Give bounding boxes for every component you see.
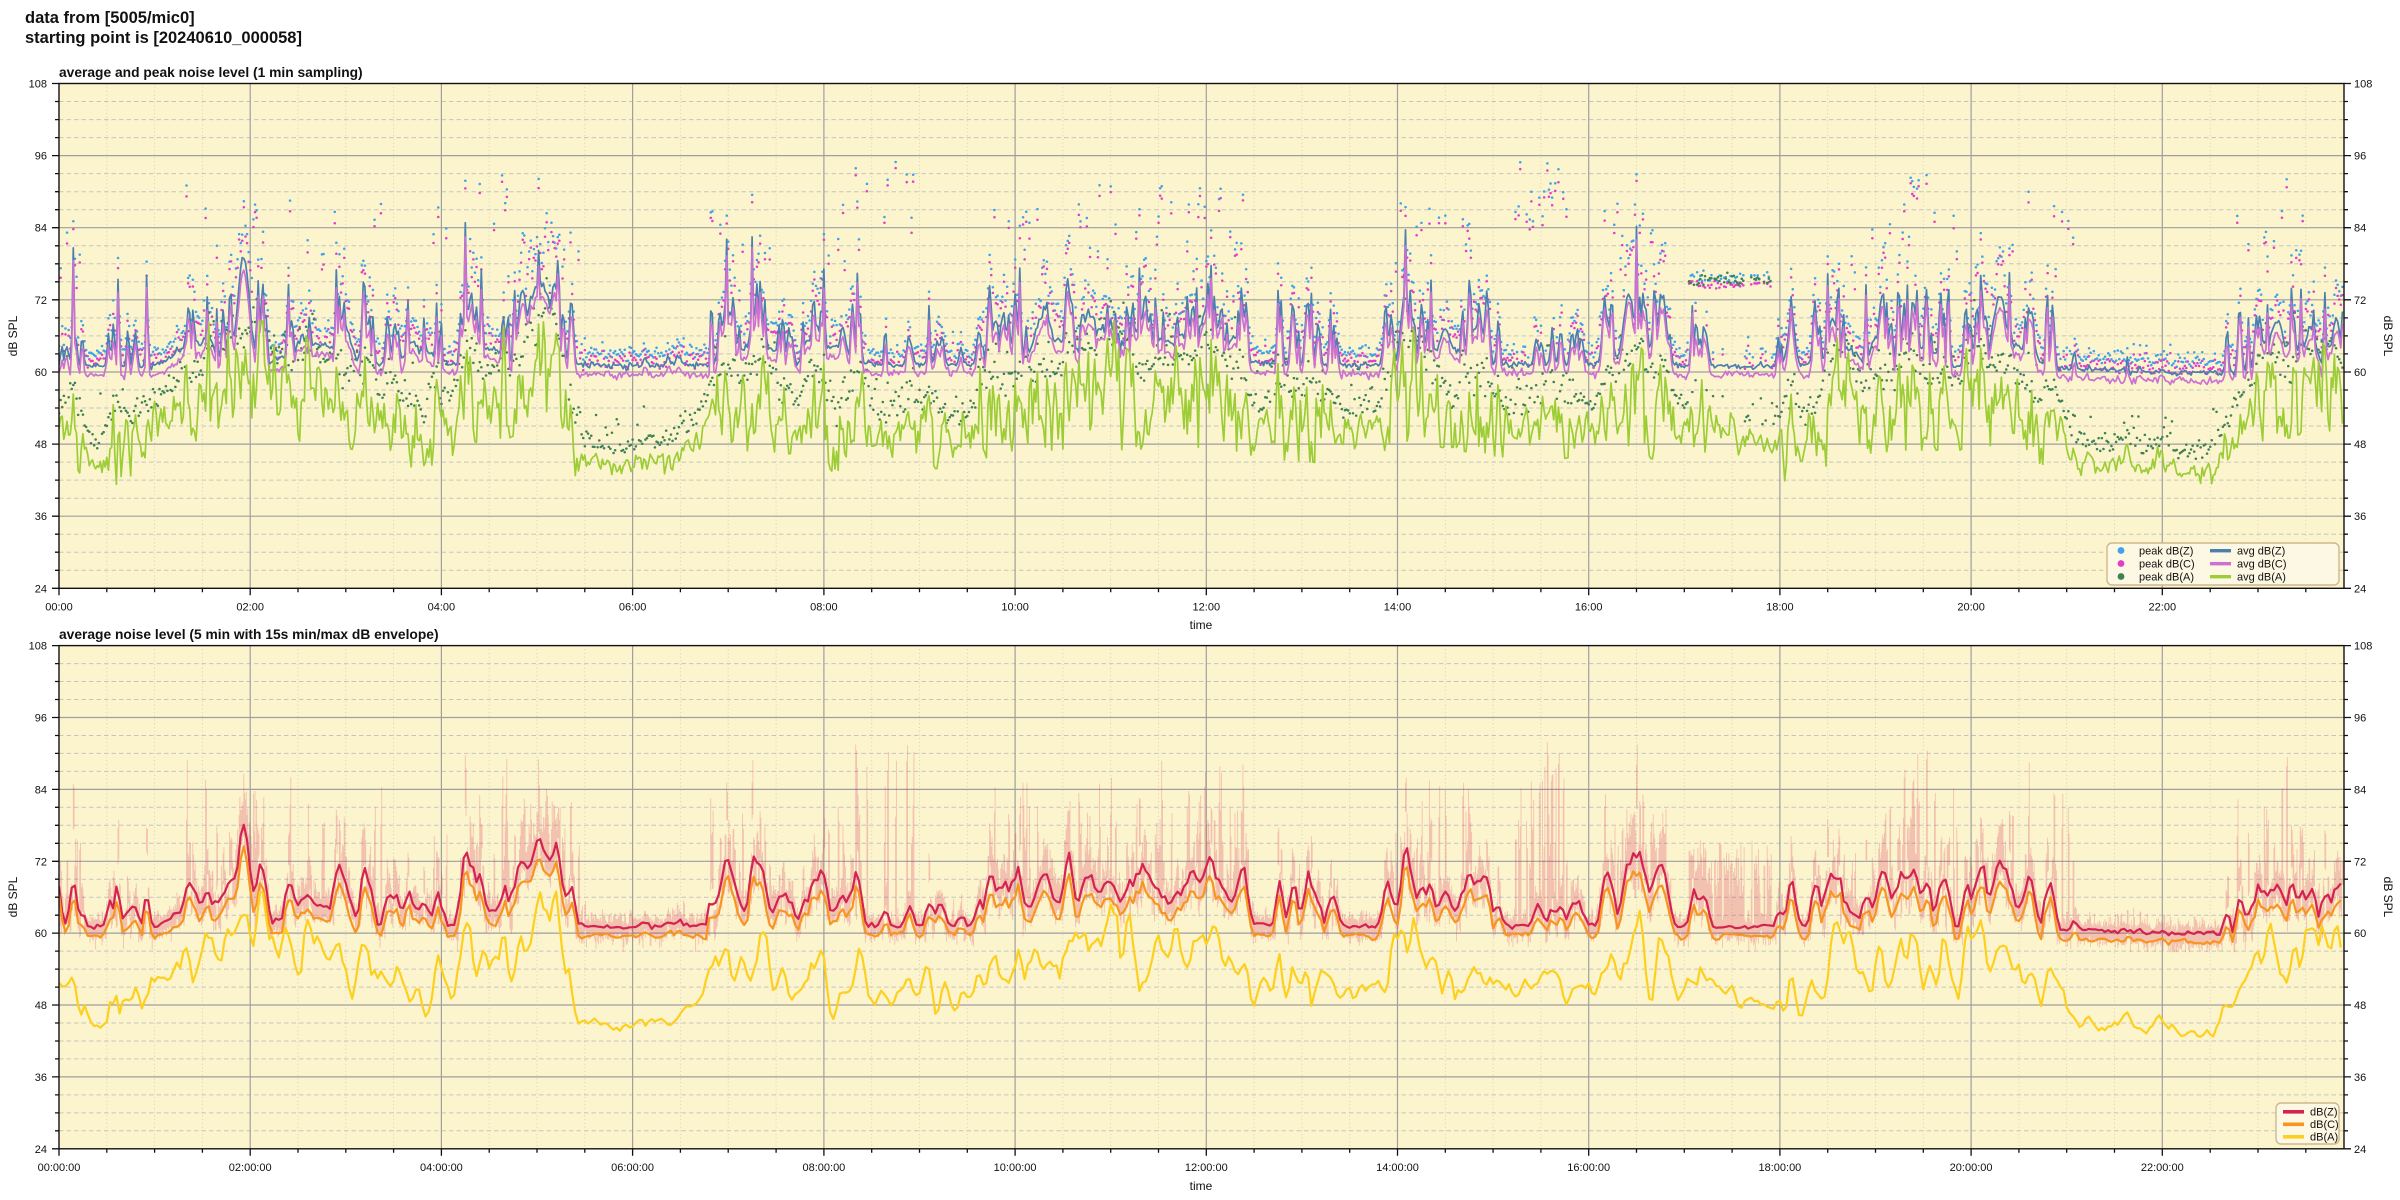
svg-text:data from [5005/mic0]: data from [5005/mic0] bbox=[25, 9, 195, 27]
svg-text:00:00: 00:00 bbox=[45, 601, 73, 613]
svg-text:12:00:00: 12:00:00 bbox=[1185, 1162, 1228, 1174]
svg-text:72: 72 bbox=[2354, 295, 2366, 307]
svg-text:12:00: 12:00 bbox=[1193, 601, 1221, 613]
svg-text:dB(Z): dB(Z) bbox=[2310, 1107, 2338, 1119]
svg-text:22:00: 22:00 bbox=[2149, 601, 2177, 613]
svg-text:36: 36 bbox=[2354, 511, 2366, 523]
svg-text:108: 108 bbox=[29, 79, 47, 91]
svg-text:96: 96 bbox=[2354, 713, 2366, 725]
svg-text:avg dB(A): avg dB(A) bbox=[2237, 572, 2286, 584]
svg-text:60: 60 bbox=[2354, 928, 2366, 940]
svg-text:72: 72 bbox=[2354, 856, 2366, 868]
svg-text:36: 36 bbox=[2354, 1072, 2366, 1084]
svg-text:16:00:00: 16:00:00 bbox=[1567, 1162, 1610, 1174]
svg-text:36: 36 bbox=[35, 1072, 47, 1084]
svg-text:18:00: 18:00 bbox=[1766, 601, 1794, 613]
svg-text:96: 96 bbox=[2354, 151, 2366, 163]
svg-text:10:00:00: 10:00:00 bbox=[994, 1162, 1037, 1174]
svg-text:starting point is [20240610_00: starting point is [20240610_000058] bbox=[25, 29, 302, 47]
svg-text:108: 108 bbox=[2354, 641, 2372, 653]
svg-text:10:00: 10:00 bbox=[1001, 601, 1029, 613]
svg-text:06:00:00: 06:00:00 bbox=[611, 1162, 654, 1174]
svg-text:dB SPL: dB SPL bbox=[2381, 316, 2395, 357]
svg-text:14:00:00: 14:00:00 bbox=[1376, 1162, 1419, 1174]
svg-text:84: 84 bbox=[35, 223, 47, 235]
svg-text:48: 48 bbox=[2354, 1000, 2366, 1012]
svg-text:peak dB(C): peak dB(C) bbox=[2139, 559, 2195, 571]
svg-text:peak dB(Z): peak dB(Z) bbox=[2139, 546, 2193, 558]
svg-text:108: 108 bbox=[29, 641, 47, 653]
svg-text:00:00:00: 00:00:00 bbox=[38, 1162, 81, 1174]
svg-text:dB SPL: dB SPL bbox=[2381, 877, 2395, 918]
svg-text:peak dB(A): peak dB(A) bbox=[2139, 572, 2194, 584]
svg-text:48: 48 bbox=[35, 439, 47, 451]
svg-text:dB(A): dB(A) bbox=[2310, 1132, 2338, 1144]
svg-text:48: 48 bbox=[2354, 439, 2366, 451]
svg-text:24: 24 bbox=[35, 1144, 47, 1156]
svg-text:24: 24 bbox=[35, 583, 47, 595]
svg-text:dB SPL: dB SPL bbox=[6, 876, 20, 917]
svg-text:14:00: 14:00 bbox=[1384, 601, 1412, 613]
svg-text:24: 24 bbox=[2354, 583, 2366, 595]
svg-text:84: 84 bbox=[2354, 223, 2366, 235]
svg-text:72: 72 bbox=[35, 295, 47, 307]
svg-text:96: 96 bbox=[35, 713, 47, 725]
svg-text:60: 60 bbox=[35, 928, 47, 940]
svg-text:84: 84 bbox=[35, 784, 47, 796]
svg-text:08:00:00: 08:00:00 bbox=[802, 1162, 845, 1174]
svg-text:dB(C): dB(C) bbox=[2310, 1119, 2339, 1131]
svg-text:48: 48 bbox=[35, 1000, 47, 1012]
svg-text:02:00:00: 02:00:00 bbox=[229, 1162, 272, 1174]
svg-text:36: 36 bbox=[35, 511, 47, 523]
svg-text:60: 60 bbox=[2354, 367, 2366, 379]
svg-text:20:00: 20:00 bbox=[1957, 601, 1985, 613]
svg-text:06:00: 06:00 bbox=[619, 601, 647, 613]
svg-text:avg dB(C): avg dB(C) bbox=[2237, 559, 2287, 571]
svg-text:18:00:00: 18:00:00 bbox=[1758, 1162, 1801, 1174]
svg-text:108: 108 bbox=[2354, 79, 2372, 91]
svg-text:96: 96 bbox=[35, 151, 47, 163]
svg-text:20:00:00: 20:00:00 bbox=[1950, 1162, 1993, 1174]
svg-text:average and peak noise level (: average and peak noise level (1 min samp… bbox=[59, 65, 363, 80]
svg-text:16:00: 16:00 bbox=[1575, 601, 1603, 613]
svg-text:08:00: 08:00 bbox=[810, 601, 838, 613]
svg-text:72: 72 bbox=[35, 856, 47, 868]
svg-text:02:00: 02:00 bbox=[236, 601, 264, 613]
svg-text:84: 84 bbox=[2354, 784, 2366, 796]
svg-text:60: 60 bbox=[35, 367, 47, 379]
svg-text:time: time bbox=[1190, 618, 1213, 632]
svg-text:average noise level (5 min wit: average noise level (5 min with 15s min/… bbox=[59, 627, 439, 642]
svg-text:04:00: 04:00 bbox=[428, 601, 456, 613]
svg-text:24: 24 bbox=[2354, 1144, 2366, 1156]
svg-text:dB SPL: dB SPL bbox=[6, 315, 20, 356]
svg-text:22:00:00: 22:00:00 bbox=[2141, 1162, 2184, 1174]
svg-text:time: time bbox=[1190, 1179, 1213, 1193]
svg-text:avg dB(Z): avg dB(Z) bbox=[2237, 546, 2285, 558]
svg-text:04:00:00: 04:00:00 bbox=[420, 1162, 463, 1174]
